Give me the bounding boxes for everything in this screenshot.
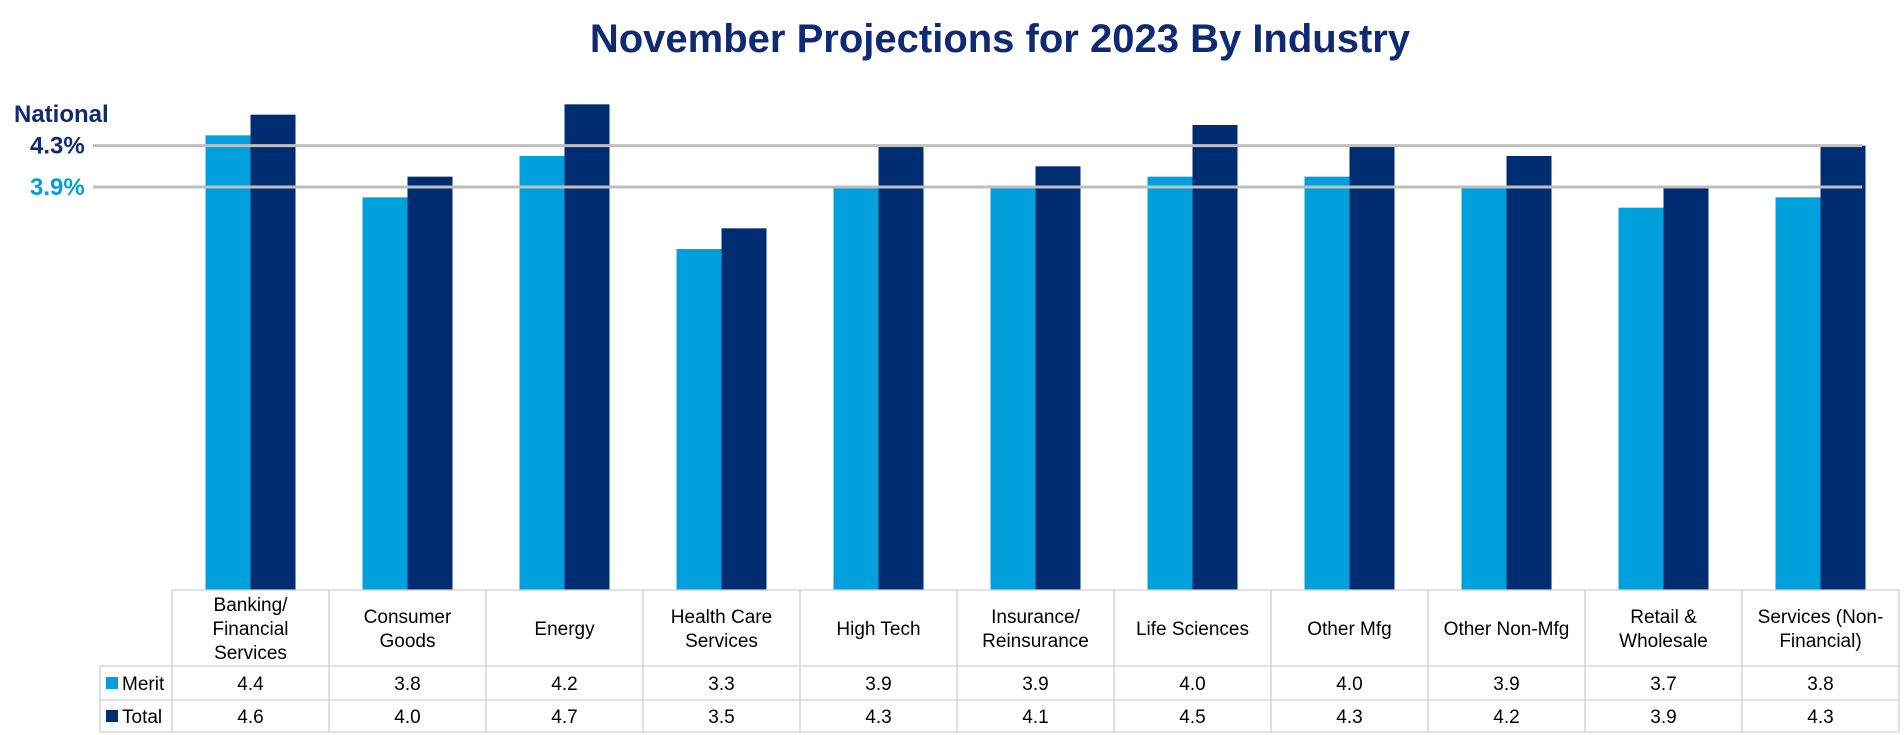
table-value-total-7: 4.5 [1179, 707, 1205, 728]
bar-merit-8 [1304, 176, 1350, 590]
table-value-merit-1: 4.4 [237, 674, 264, 695]
table-value-total-2: 4.0 [394, 707, 420, 728]
table-value-merit-4: 3.3 [708, 674, 734, 695]
chart-title: November Projections for 2023 By Industr… [590, 17, 1411, 61]
bar-merit-9 [1461, 187, 1507, 590]
bar-merit-6 [990, 187, 1036, 590]
bar-total-5 [878, 145, 924, 590]
national-value-merit: 3.9% [30, 174, 85, 201]
bar-merit-11 [1775, 197, 1821, 591]
category-label-3: Energy [534, 619, 595, 640]
table-value-merit-5: 3.9 [865, 674, 891, 695]
category-label-8: Other Mfg [1307, 619, 1391, 640]
legend-swatch-merit [106, 677, 118, 689]
category-label-5: High Tech [836, 619, 920, 640]
category-label-11: Services (Non-Financial) [1758, 607, 1884, 652]
category-label-2: Consumer Goods [364, 607, 452, 652]
table-value-total-5: 4.3 [865, 707, 891, 728]
data-table: Banking/Financial Services Consumer Goods En… [99, 589, 1900, 733]
category-label-6: Insurance/Reinsurance [982, 607, 1089, 652]
bar-total-7 [1192, 125, 1238, 590]
legend-label-merit: Merit [122, 674, 165, 695]
table-value-total-6: 4.1 [1022, 707, 1048, 728]
national-label: National [14, 101, 109, 128]
table-value-merit-7: 4.0 [1179, 674, 1205, 695]
bar-total-10 [1663, 187, 1709, 590]
bar-merit-4 [676, 249, 722, 590]
category-label-4: Health Care Services [671, 607, 772, 652]
bar-total-4 [721, 228, 767, 591]
table-value-total-10: 3.9 [1650, 707, 1676, 728]
bar-merit-1 [205, 135, 251, 591]
legend-swatch-total [106, 710, 118, 722]
category-label-9: Other Non-Mfg [1444, 619, 1570, 640]
table-value-merit-6: 3.9 [1022, 674, 1048, 695]
table-value-total-3: 4.7 [551, 707, 577, 728]
bar-merit-3 [519, 156, 565, 590]
plot-area: 4.3% 3.9% [30, 104, 1866, 591]
table-value-merit-11: 3.8 [1807, 674, 1833, 695]
bar-merit-7 [1147, 176, 1193, 590]
table-value-merit-9: 3.9 [1493, 674, 1519, 695]
bar-total-9 [1506, 156, 1552, 590]
legend-label-total: Total [122, 707, 162, 728]
table-value-merit-3: 4.2 [551, 674, 577, 695]
category-label-1: Banking/Financial Services [212, 595, 288, 664]
table-value-merit-2: 3.8 [394, 674, 420, 695]
table-value-total-8: 4.3 [1336, 707, 1362, 728]
table-value-merit-8: 4.0 [1336, 674, 1362, 695]
table-value-total-9: 4.2 [1493, 707, 1519, 728]
table-value-total-1: 4.6 [237, 707, 263, 728]
bar-total-11 [1820, 145, 1866, 590]
bar-total-8 [1349, 145, 1395, 590]
bar-total-6 [1035, 166, 1081, 591]
bar-total-3 [564, 104, 610, 590]
category-label-10: Retail & Wholesale [1619, 607, 1708, 652]
bar-total-2 [407, 176, 453, 590]
bar-merit-2 [362, 197, 408, 591]
bar-total-1 [250, 114, 296, 591]
bar-merit-5 [833, 187, 879, 590]
table-value-merit-10: 3.7 [1650, 674, 1676, 695]
table-value-total-11: 4.3 [1807, 707, 1833, 728]
national-value-total: 4.3% [30, 133, 85, 160]
table-value-total-4: 3.5 [708, 707, 734, 728]
category-label-7: Life Sciences [1136, 619, 1249, 640]
bar-merit-10 [1618, 207, 1664, 590]
